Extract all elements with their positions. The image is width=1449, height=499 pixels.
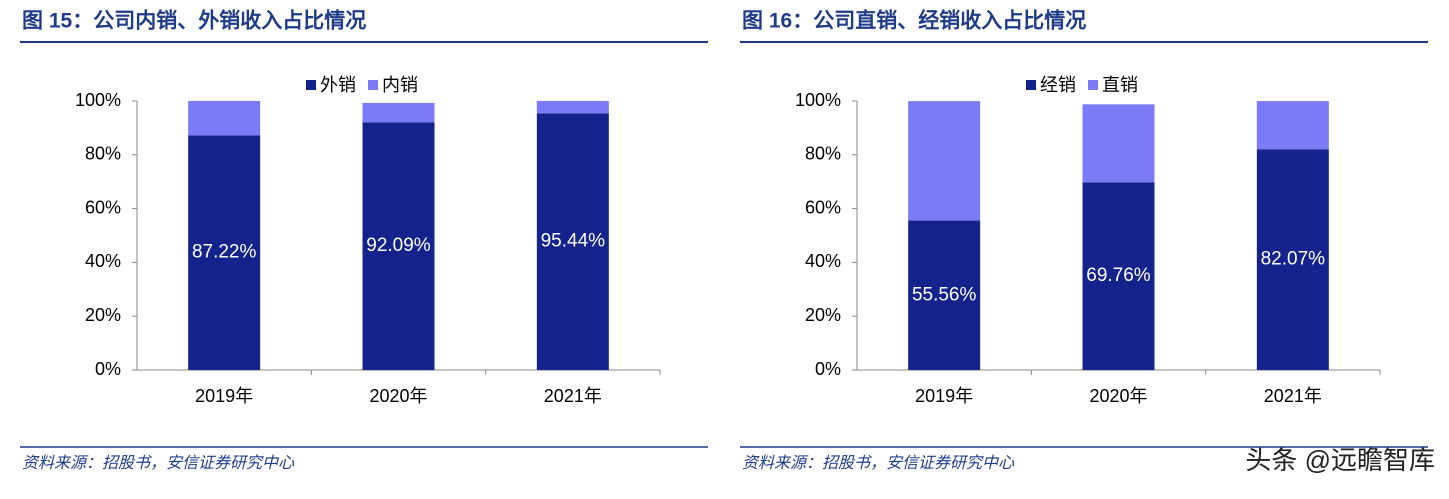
x-tick-label: 2019年: [915, 386, 973, 406]
y-tick-label: 0%: [815, 359, 841, 379]
data-label: 87.22%: [192, 242, 257, 263]
bar-segment: [362, 122, 435, 371]
data-label: 82.07%: [1261, 249, 1326, 270]
chart-title: 图 15：公司内销、外销收入占比情况: [22, 9, 366, 33]
bar-segment: [536, 113, 609, 370]
x-tick-label: 2020年: [369, 386, 427, 406]
y-tick-label: 100%: [795, 90, 841, 110]
legend-swatch: [1026, 80, 1036, 90]
legend-swatch: [306, 80, 316, 90]
source-note: 资料来源：招股书，安信证券研究中心: [742, 454, 1015, 472]
y-tick-label: 80%: [805, 144, 841, 164]
bar-segment: [1082, 104, 1155, 183]
data-label: 95.44%: [541, 231, 606, 252]
y-tick-label: 100%: [75, 90, 121, 110]
bar-segment: [908, 101, 981, 221]
y-tick-label: 0%: [95, 359, 121, 379]
bar-segment: [1256, 149, 1329, 370]
y-tick-label: 40%: [805, 251, 841, 271]
chart-title: 图 16：公司直销、经销收入占比情况: [742, 9, 1086, 33]
legend-swatch: [1088, 80, 1098, 90]
bar-segment: [1082, 182, 1155, 370]
legend-label: 直销: [1102, 75, 1138, 95]
bar-segment: [188, 100, 261, 136]
watermark: 头条 @远瞻智库: [1245, 445, 1435, 475]
bar-segment: [536, 100, 609, 114]
bar-segment: [362, 102, 435, 123]
y-tick-label: 20%: [805, 305, 841, 325]
y-tick-label: 20%: [85, 305, 121, 325]
x-tick-label: 2021年: [544, 386, 602, 406]
legend-label: 内销: [382, 75, 418, 95]
x-tick-label: 2020年: [1089, 386, 1147, 406]
x-tick-label: 2019年: [195, 386, 253, 406]
y-tick-label: 60%: [85, 197, 121, 217]
bar-segment: [1256, 101, 1329, 150]
source-note: 资料来源：招股书，安信证券研究中心: [22, 454, 295, 472]
y-tick-label: 40%: [85, 251, 121, 271]
y-tick-label: 60%: [805, 197, 841, 217]
bar-segment: [908, 220, 981, 370]
data-label: 69.76%: [1086, 265, 1151, 286]
bar-segment: [188, 135, 261, 370]
data-label: 55.56%: [912, 284, 977, 305]
y-tick-label: 80%: [85, 144, 121, 164]
data-label: 92.09%: [366, 235, 431, 256]
x-tick-label: 2021年: [1264, 386, 1322, 406]
legend-swatch: [368, 80, 378, 90]
legend-label: 经销: [1040, 75, 1076, 95]
legend-label: 外销: [320, 75, 356, 95]
